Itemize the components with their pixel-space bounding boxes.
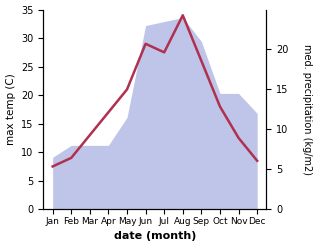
Y-axis label: max temp (C): max temp (C) [5, 74, 16, 145]
X-axis label: date (month): date (month) [114, 231, 196, 242]
Y-axis label: med. precipitation (kg/m2): med. precipitation (kg/m2) [302, 44, 313, 175]
